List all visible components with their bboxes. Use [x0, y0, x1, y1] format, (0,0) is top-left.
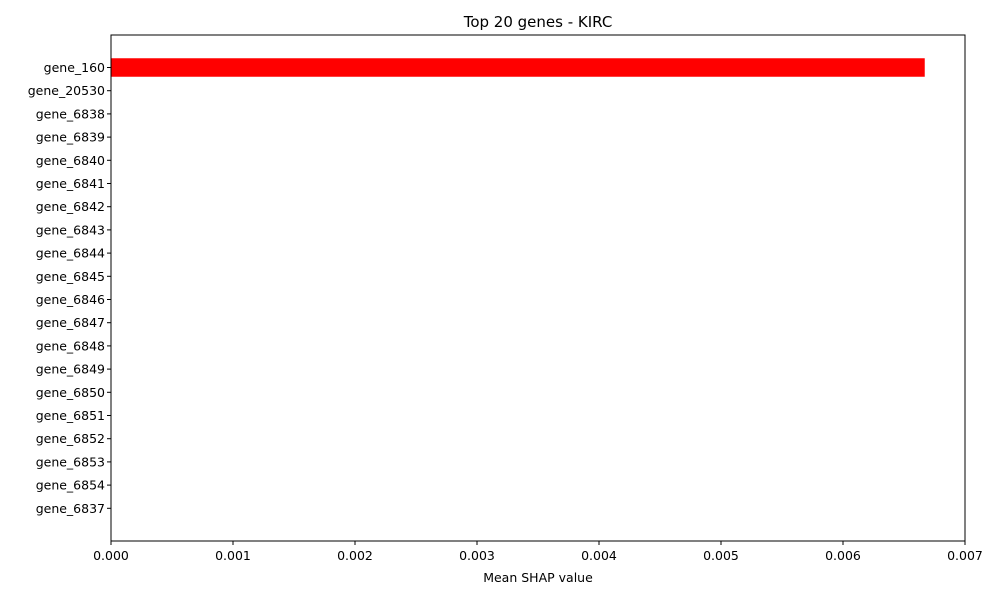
x-tick-label: 0.003	[459, 548, 495, 563]
y-tick-label: gene_6852	[36, 431, 105, 446]
y-tick-label: gene_160	[44, 60, 105, 75]
y-tick-label: gene_6839	[36, 130, 105, 145]
y-tick-label: gene_6848	[36, 338, 105, 353]
y-tick-label: gene_6853	[36, 454, 105, 469]
x-tick-label: 0.000	[93, 548, 129, 563]
x-tick-label: 0.005	[703, 548, 739, 563]
bar-gene_160	[111, 58, 925, 77]
plot-area-frame	[110, 34, 966, 542]
y-tick-label: gene_6849	[36, 362, 105, 377]
x-tick-label: 0.002	[337, 548, 373, 563]
chart-title: Top 20 genes - KIRC	[463, 13, 613, 31]
x-axis-label: Mean SHAP value	[483, 570, 593, 585]
y-tick-label: gene_20530	[28, 83, 105, 98]
x-axis: 0.000 0.001 0.002 0.003 0.004 0.005 0.006 0.007	[93, 541, 983, 563]
x-tick-label: 0.004	[581, 548, 617, 563]
y-tick-label: gene_6842	[36, 199, 105, 214]
y-tick-label: gene_6840	[36, 153, 105, 168]
y-tick-label: gene_6847	[36, 315, 105, 330]
y-tick-label: gene_6837	[36, 501, 105, 516]
y-tick-label: gene_6844	[36, 246, 105, 261]
y-tick-label: gene_6850	[36, 385, 105, 400]
y-tick-label: gene_6846	[36, 292, 105, 307]
y-tick-label: gene_6845	[36, 269, 105, 284]
y-tick-label: gene_6851	[36, 408, 105, 423]
y-tick-label: gene_6838	[36, 106, 105, 121]
y-axis: gene_160 gene_20530 gene_6838 gene_6839gene…	[28, 60, 111, 516]
x-tick-label: 0.001	[215, 548, 251, 563]
y-tick-label: gene_6841	[36, 176, 105, 191]
y-tick-label: gene_6843	[36, 222, 105, 237]
x-tick-label: 0.007	[947, 548, 983, 563]
bars-layer	[111, 58, 925, 77]
y-tick-label: gene_6854	[36, 478, 105, 493]
x-tick-label: 0.006	[825, 548, 861, 563]
